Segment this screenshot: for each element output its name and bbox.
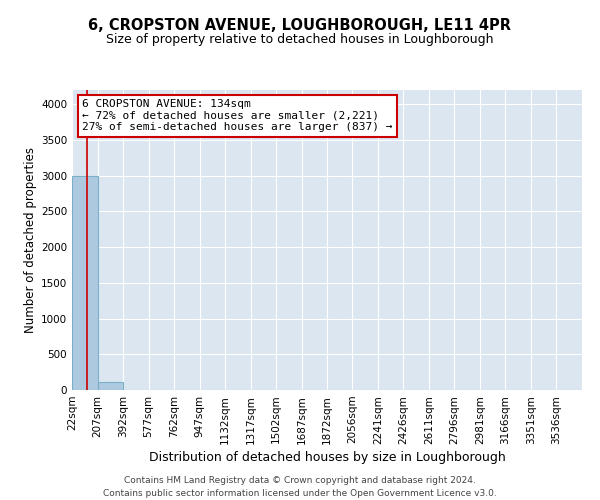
Y-axis label: Number of detached properties: Number of detached properties: [24, 147, 37, 333]
Text: 6 CROPSTON AVENUE: 134sqm
← 72% of detached houses are smaller (2,221)
27% of se: 6 CROPSTON AVENUE: 134sqm ← 72% of detac…: [82, 99, 392, 132]
Text: Size of property relative to detached houses in Loughborough: Size of property relative to detached ho…: [106, 32, 494, 46]
Bar: [98, 382, 123, 390]
X-axis label: Distribution of detached houses by size in Loughborough: Distribution of detached houses by size …: [149, 450, 505, 464]
Text: Contains HM Land Registry data © Crown copyright and database right 2024.
Contai: Contains HM Land Registry data © Crown c…: [103, 476, 497, 498]
Bar: [72, 176, 98, 390]
Text: 6, CROPSTON AVENUE, LOUGHBOROUGH, LE11 4PR: 6, CROPSTON AVENUE, LOUGHBOROUGH, LE11 4…: [89, 18, 511, 32]
